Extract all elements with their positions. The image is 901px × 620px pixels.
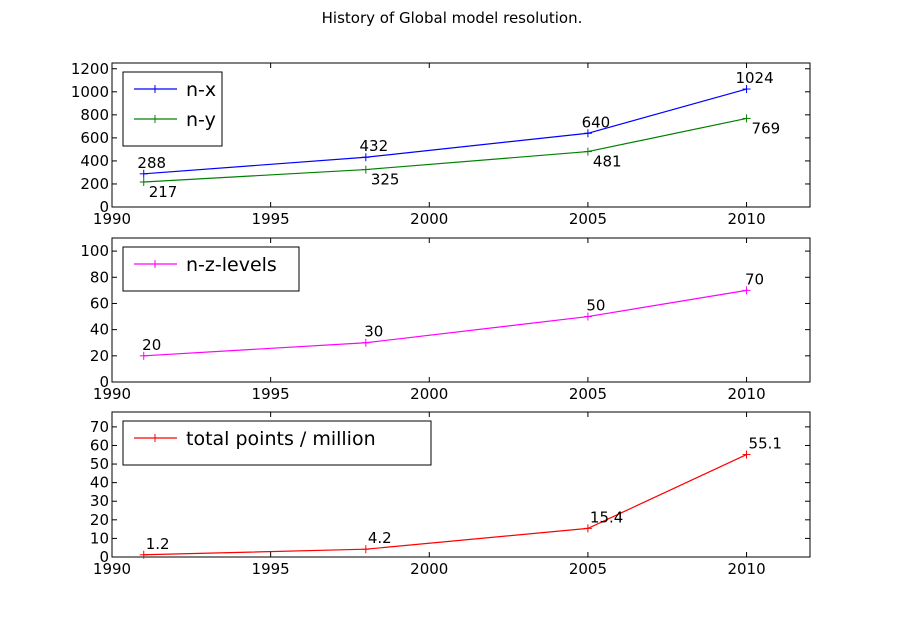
y-tick-label: 50 [90, 455, 109, 473]
data-label: 50 [586, 297, 605, 315]
x-tick-label: 1990 [93, 560, 131, 578]
y-tick-label: 1200 [71, 60, 109, 78]
y-tick-label: 10 [90, 529, 109, 547]
x-tick-label: 2000 [410, 385, 448, 403]
y-tick-label: 20 [90, 347, 109, 365]
legend-box [122, 420, 432, 466]
y-tick-label: 40 [90, 474, 109, 492]
y-tick-label: 1000 [71, 83, 109, 101]
x-tick-label: 2005 [569, 385, 607, 403]
legend: total points / million [122, 420, 432, 466]
data-label: 4.2 [368, 529, 392, 547]
data-label: 325 [371, 171, 400, 189]
data-label: 432 [359, 137, 388, 155]
y-tick-label: 60 [90, 436, 109, 454]
data-label: 1.2 [146, 535, 170, 553]
x-tick-label: 2000 [410, 560, 448, 578]
data-label: 769 [752, 119, 781, 137]
x-tick-label: 1990 [93, 385, 131, 403]
y-tick-label: 0 [99, 548, 109, 566]
y-tick-label: 600 [80, 129, 109, 147]
x-tick-label: 1995 [252, 210, 290, 228]
chart-panels: 1990 1995 2000 2005 201002004006008001000120… [71, 60, 811, 578]
x-tick-label: 1995 [252, 560, 290, 578]
chart-panel-2: 1990 1995 2000 2005 2010 0 20 40 60 80 100 20 30 50 70… [80, 237, 811, 403]
data-label: 55.1 [749, 435, 782, 453]
data-label: 217 [149, 183, 178, 201]
y-tick-label: 200 [80, 175, 109, 193]
legend: n-x n-y [122, 71, 223, 147]
legend-box [122, 71, 223, 147]
x-tick-label: 1990 [93, 210, 131, 228]
data-label: 70 [745, 270, 764, 288]
plot-area [111, 62, 811, 208]
x-tick-label: 2005 [569, 210, 607, 228]
data-label: 20 [142, 336, 161, 354]
data-label: 15.4 [590, 508, 623, 526]
chart-panel-1: 1990 1995 2000 2005 2010 0 200 400 600 800 1000 120… [71, 60, 811, 228]
y-tick-label: 400 [80, 152, 109, 170]
data-label: 1024 [735, 69, 773, 87]
y-tick-label: 800 [80, 106, 109, 124]
y-tick-label: 0 [99, 373, 109, 391]
data-label: 640 [582, 113, 611, 131]
y-tick-label: 100 [80, 242, 109, 260]
series-line-total points / million [143, 454, 747, 556]
x-tick-label: 2005 [569, 560, 607, 578]
series-line-n-x [143, 88, 747, 175]
x-tick-label: 2010 [727, 560, 765, 578]
y-tick-label: 0 [99, 198, 109, 216]
data-label: 30 [364, 323, 383, 341]
legend-box [122, 246, 300, 292]
x-tick-label: 2010 [727, 385, 765, 403]
x-tick-label: 2000 [410, 210, 448, 228]
data-label: 288 [137, 154, 166, 172]
legend-entry-label: total points / million [186, 428, 376, 450]
y-tick-label: 30 [90, 492, 109, 510]
series-line-n-z-levels [143, 289, 747, 357]
y-tick-label: 40 [90, 321, 109, 339]
y-tick-label: 80 [90, 268, 109, 286]
y-tick-label: 20 [90, 511, 109, 529]
x-tick-label: 1995 [252, 385, 290, 403]
legend-entry-label: n-y [186, 109, 216, 131]
y-tick-label: 70 [90, 418, 109, 436]
legend: n-z-levels [122, 246, 300, 292]
data-label: 481 [593, 153, 622, 171]
x-tick-label: 2010 [727, 210, 765, 228]
legend-entry-label: n-x [186, 79, 216, 101]
legend-entry-label: n-z-levels [186, 254, 277, 276]
y-tick-label: 60 [90, 294, 109, 312]
series-line-n-y [143, 117, 747, 183]
figure-title: History of Global model resolution. [322, 9, 583, 27]
